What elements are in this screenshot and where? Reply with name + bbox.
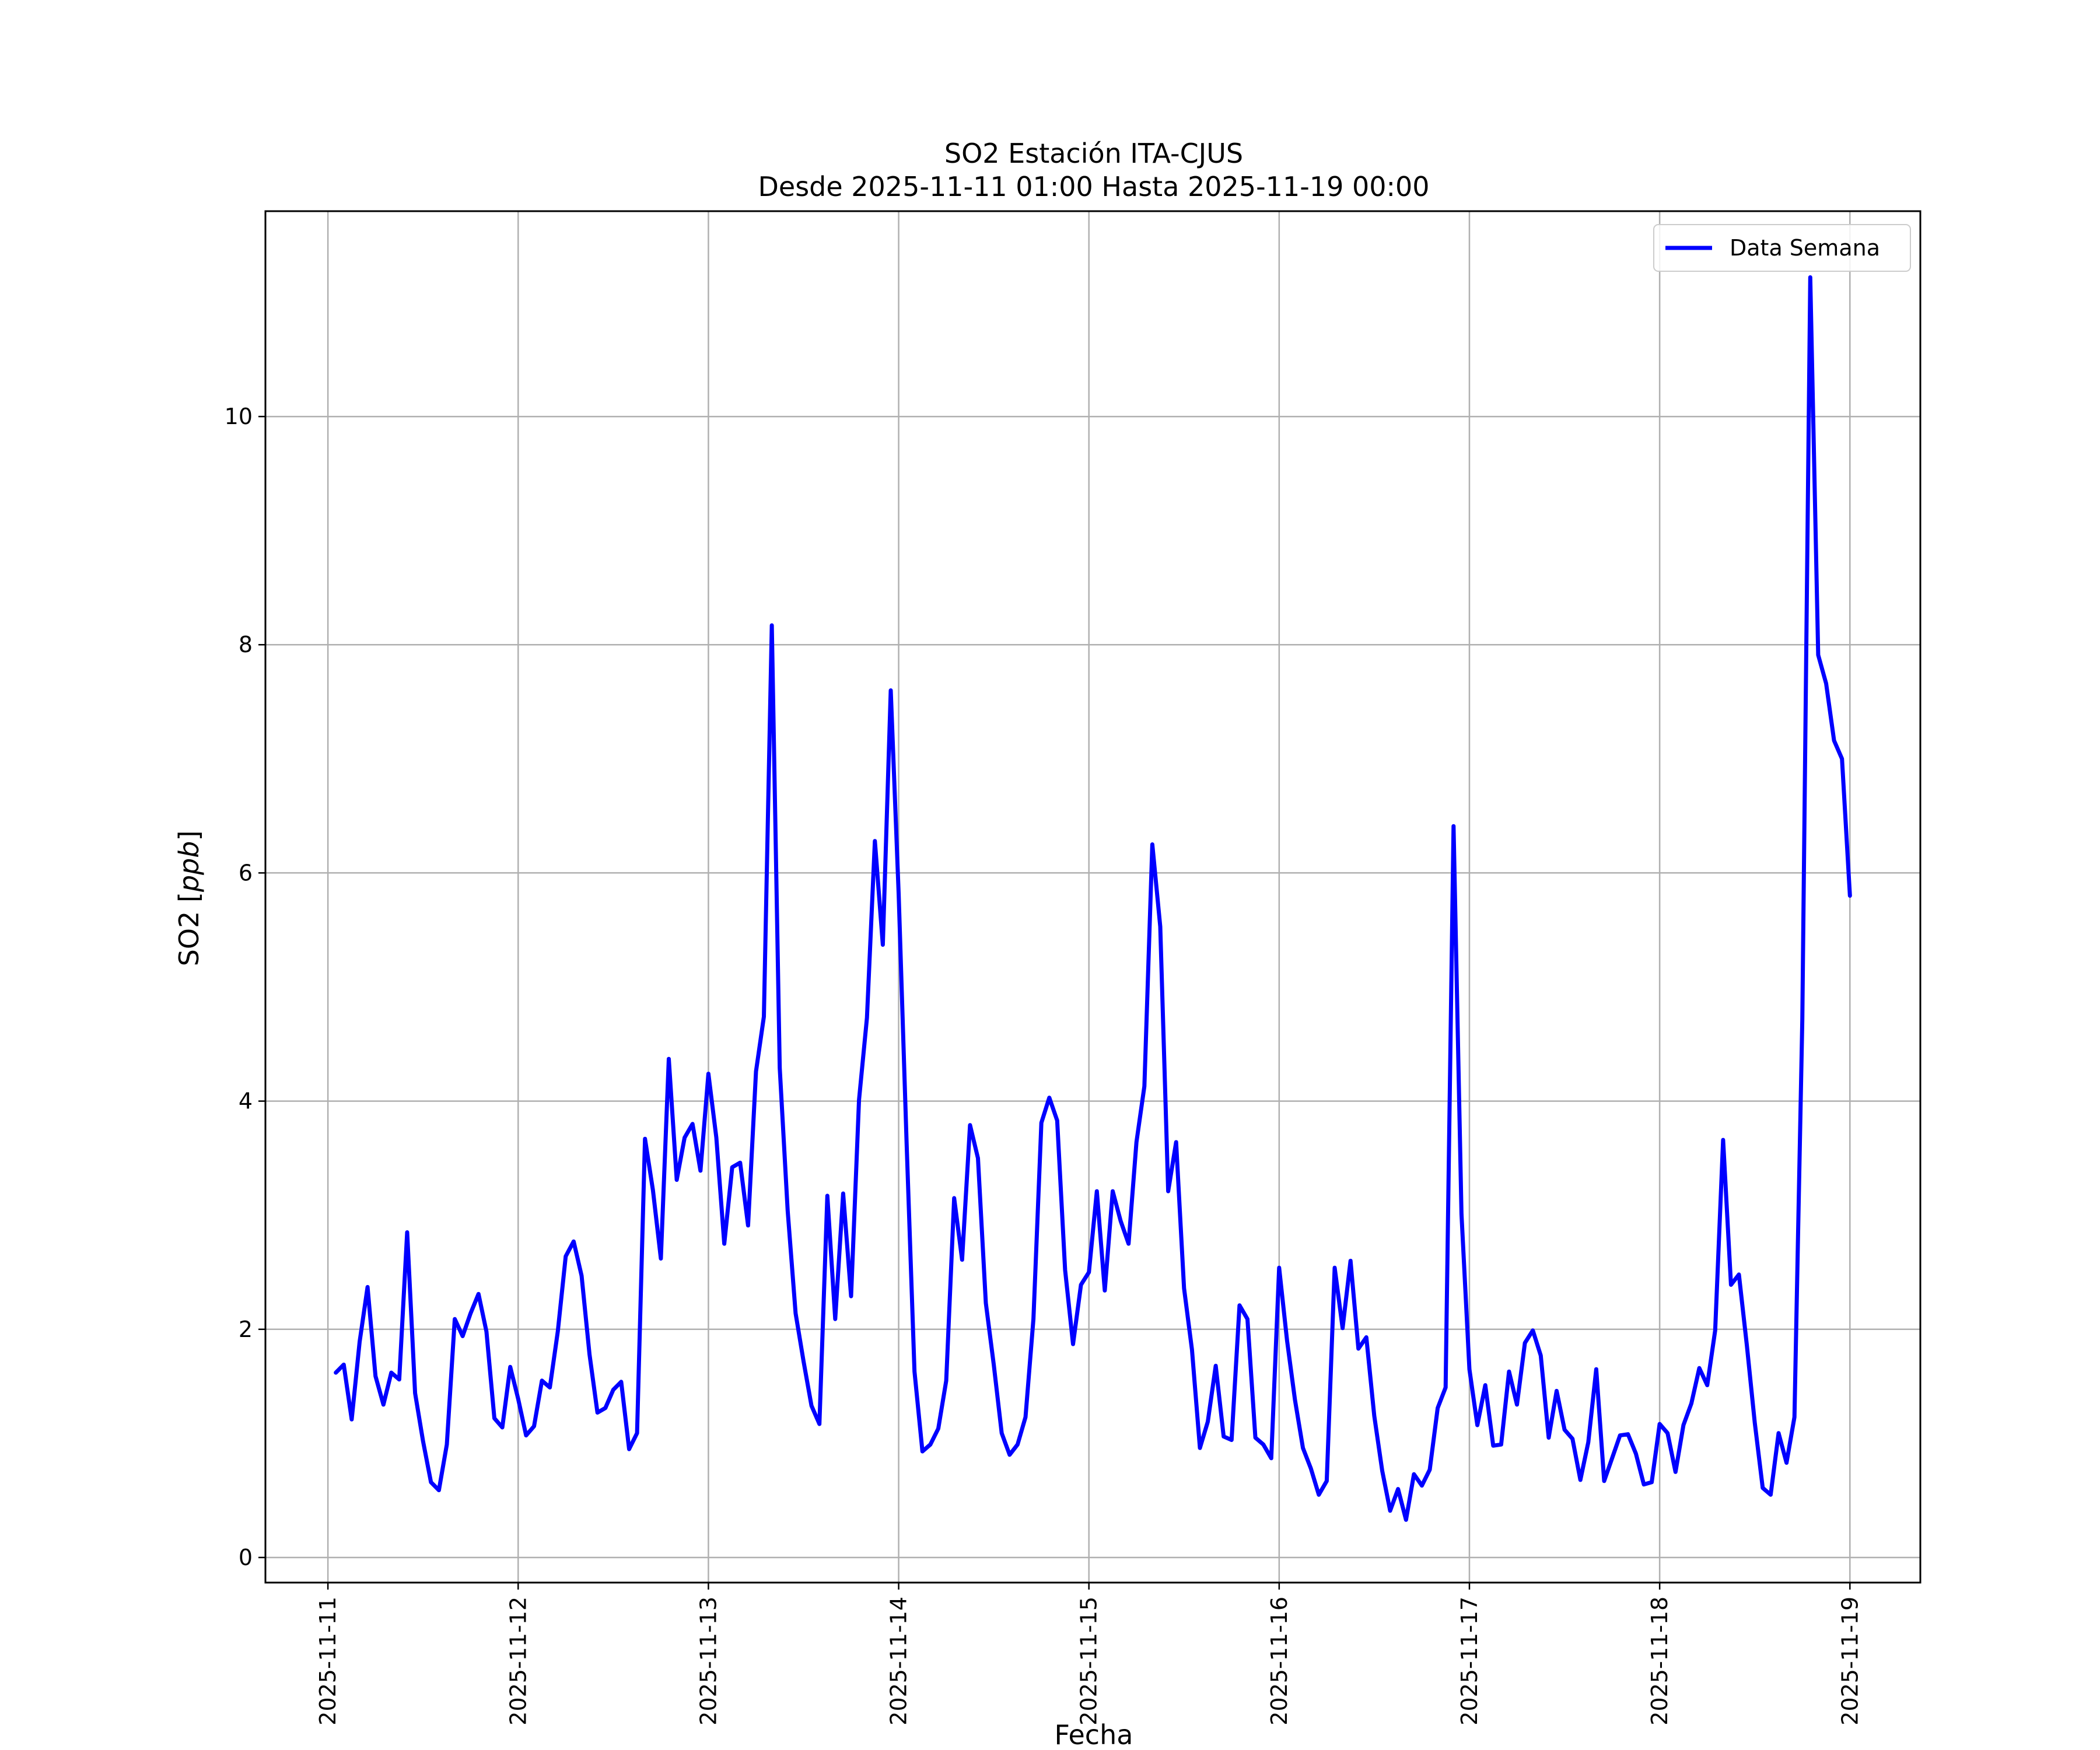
x-tick-label: 2025-11-16	[1266, 1597, 1292, 1726]
series-line-data-semana	[334, 275, 1852, 1522]
legend-label-data-semana: Data Semana	[1730, 235, 1880, 261]
x-tick-label: 2025-11-19	[1837, 1597, 1863, 1726]
legend: Data Semana	[1653, 224, 1911, 272]
x-tick-label: 2025-11-14	[886, 1597, 912, 1726]
legend-box	[1653, 224, 1911, 272]
x-tick-label: 2025-11-13	[695, 1597, 721, 1726]
grid-lines	[265, 211, 1920, 1583]
chart-title: SO2 Estación ITA-CJUS	[944, 138, 1243, 169]
y-tick-label: 10	[225, 404, 253, 429]
x-tick-label: 2025-11-17	[1457, 1597, 1482, 1726]
y-axis-label: SO2 [ppb]	[173, 831, 205, 967]
x-tick-label: 2025-11-18	[1647, 1597, 1672, 1726]
y-axis-label-unit: ppb	[173, 841, 205, 893]
y-tick-label: 4	[239, 1088, 253, 1114]
x-tick-label: 2025-11-15	[1076, 1597, 1102, 1726]
y-tick-label: 6	[239, 860, 253, 886]
y-tick-label: 8	[239, 632, 253, 657]
series-layer	[334, 275, 1852, 1522]
chart-subtitle: Desde 2025-11-11 01:00 Hasta 2025-11-19 …	[758, 171, 1429, 202]
y-axis-label-text: SO2 [	[173, 892, 205, 966]
plot-frame	[264, 210, 1922, 1584]
x-tick-label: 2025-11-12	[505, 1597, 531, 1726]
y-tick-label: 0	[239, 1545, 253, 1570]
x-axis-ticks: 2025-11-11 2025-11-12 2025-11-13 2025-11-14…	[315, 1583, 1863, 1726]
y-axis-label-close: ]	[173, 831, 205, 841]
x-axis-label: Fecha	[1055, 1719, 1133, 1750]
y-tick-label: 2	[239, 1317, 253, 1342]
y-axis-ticks: 0 2 4 6 8 10	[225, 404, 265, 1570]
x-tick-label: 2025-11-11	[315, 1597, 341, 1726]
